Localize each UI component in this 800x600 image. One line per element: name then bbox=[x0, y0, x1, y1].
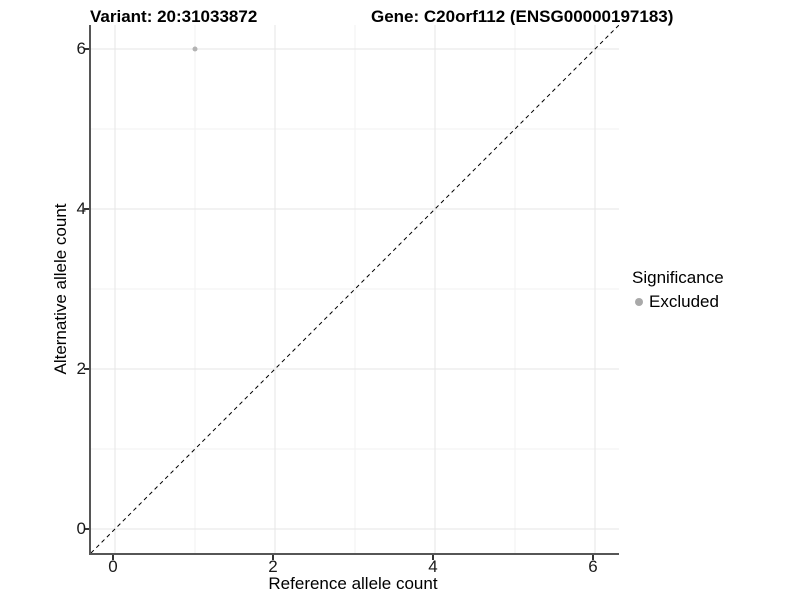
y-axis-tick-label: 2 bbox=[76, 359, 86, 378]
x-tick-mark bbox=[432, 555, 434, 560]
y-axis-title: Alternative allele count bbox=[51, 203, 70, 375]
x-axis-tick-label: 0 bbox=[108, 557, 118, 576]
y-axis-tick-label: 6 bbox=[76, 39, 86, 58]
excluded-point-icon bbox=[635, 298, 643, 306]
y-tick-mark bbox=[84, 528, 89, 530]
data-point bbox=[192, 46, 198, 52]
x-tick-mark bbox=[592, 555, 594, 560]
plot-title-variant: Variant: 20:31033872 bbox=[90, 7, 258, 26]
y-axis-tick-label: 0 bbox=[76, 519, 86, 538]
legend-title: Significance bbox=[632, 268, 724, 287]
plot-panel bbox=[89, 25, 619, 555]
y-tick-mark bbox=[84, 208, 89, 210]
legend-entry-excluded: Excluded bbox=[632, 292, 724, 312]
y-tick-mark bbox=[84, 48, 89, 50]
x-tick-mark bbox=[112, 555, 114, 560]
plot-title-gene: Gene: C20orf112 (ENSG00000197183) bbox=[371, 7, 674, 26]
legend-entry-label: Excluded bbox=[649, 292, 719, 311]
x-axis-tick-label: 4 bbox=[428, 557, 438, 576]
x-axis-title: Reference allele count bbox=[268, 574, 438, 593]
chart-canvas bbox=[91, 25, 619, 553]
x-axis-tick-label: 6 bbox=[588, 557, 598, 576]
y-tick-mark bbox=[84, 368, 89, 370]
x-tick-mark bbox=[272, 555, 274, 560]
x-axis-tick-label: 2 bbox=[268, 557, 278, 576]
legend: Significance Excluded bbox=[632, 268, 724, 312]
y-axis-tick-label: 4 bbox=[76, 199, 86, 218]
